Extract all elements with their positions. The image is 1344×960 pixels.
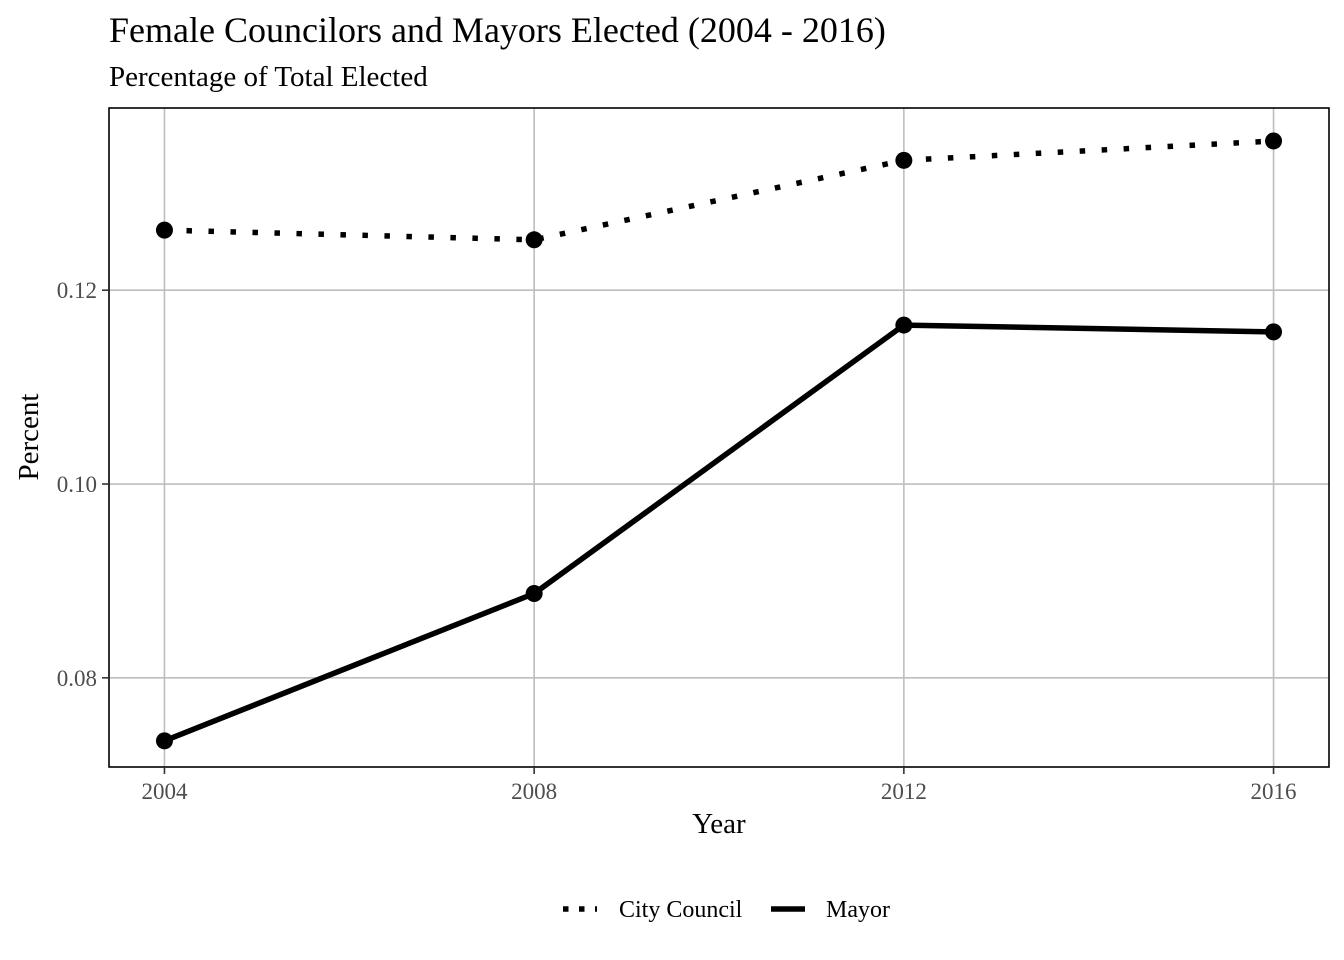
plot-panel-border bbox=[108, 107, 1330, 768]
y-axis-title: Percent bbox=[13, 394, 45, 481]
y-tick-label: 0.10 bbox=[57, 472, 97, 497]
x-tick-label: 2012 bbox=[881, 779, 927, 804]
data-point bbox=[895, 316, 913, 334]
grid-lines bbox=[109, 108, 1329, 767]
x-tick-label: 2004 bbox=[141, 779, 188, 804]
data-point bbox=[525, 585, 543, 603]
axes: 0.08 0.10 0.12 2004 2008 2012 2016 bbox=[57, 278, 1297, 804]
data-point bbox=[895, 151, 913, 169]
series-line-city-council bbox=[164, 138, 1274, 243]
legend-label: Mayor bbox=[826, 897, 890, 923]
chart-subtitle: Percentage of Total Elected bbox=[109, 61, 428, 93]
series-line-mayor bbox=[163, 322, 1274, 744]
data-point bbox=[525, 231, 543, 249]
chart-title: Female Councilors and Mayors Elected (20… bbox=[109, 10, 886, 50]
series-layer bbox=[155, 132, 1283, 750]
data-point bbox=[1265, 323, 1283, 341]
y-tick-label: 0.12 bbox=[57, 278, 97, 303]
data-point bbox=[155, 221, 173, 239]
data-point bbox=[155, 732, 173, 750]
x-tick-label: 2008 bbox=[511, 779, 557, 804]
data-point bbox=[1265, 132, 1283, 150]
x-tick-label: 2016 bbox=[1251, 779, 1297, 804]
legend-label: City Council bbox=[619, 897, 743, 923]
y-tick-label: 0.08 bbox=[57, 666, 97, 691]
legend: City Council Mayor bbox=[563, 897, 890, 923]
x-axis-title: Year bbox=[692, 808, 746, 840]
